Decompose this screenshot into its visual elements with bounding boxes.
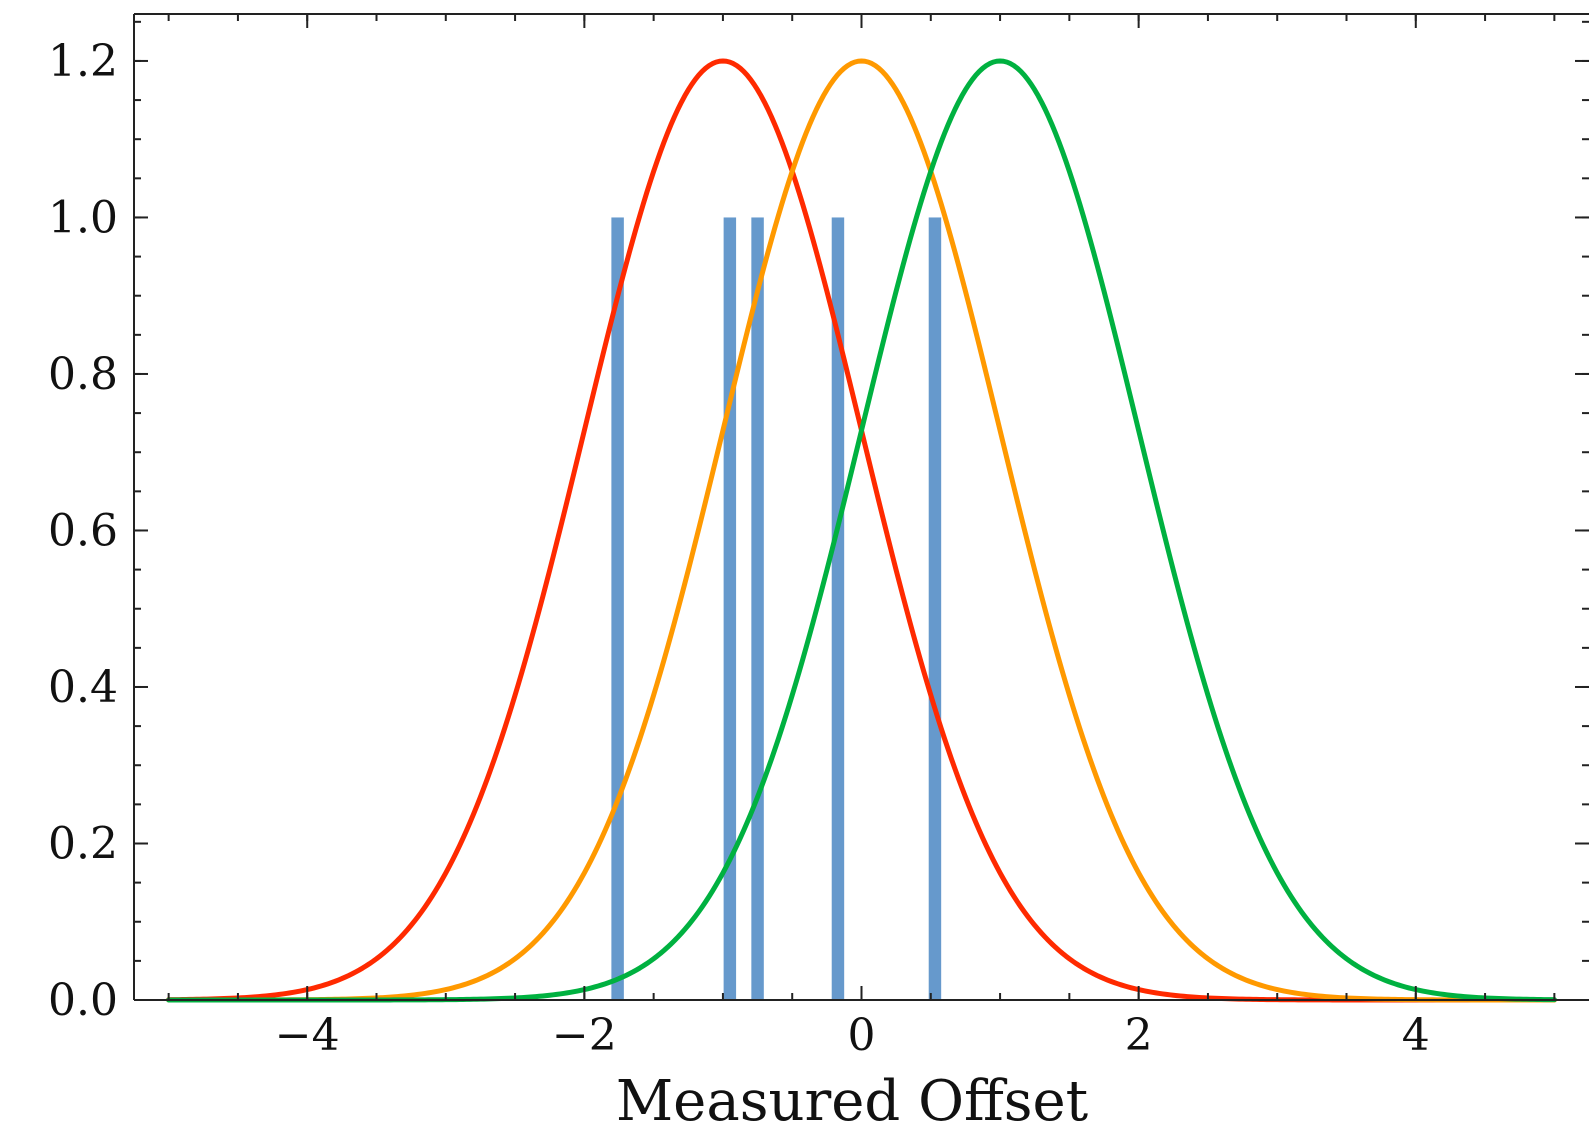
x-tick-label: 2 bbox=[1125, 1010, 1153, 1061]
x-tick-label: 0 bbox=[848, 1010, 876, 1061]
x-tick-label: −4 bbox=[275, 1010, 340, 1061]
y-tick-label: 0.0 bbox=[48, 975, 118, 1026]
series-line bbox=[166, 58, 1557, 1003]
x-axis-label: Measured Offset bbox=[616, 1069, 1089, 1134]
bar bbox=[751, 217, 764, 1000]
y-tick-label: 0.6 bbox=[48, 505, 118, 556]
y-tick-label: 0.4 bbox=[48, 662, 118, 713]
bar bbox=[723, 217, 737, 1000]
y-tick-label: 0.2 bbox=[48, 818, 118, 869]
y-tick-label: 0.8 bbox=[48, 349, 118, 400]
y-tick-label: 1.0 bbox=[48, 192, 118, 243]
x-tick-label: 4 bbox=[1402, 1010, 1430, 1061]
axes-group: −4 −2 0 2 4 0.0 0.2 0.4 0.6 0.8 1.0 1.2 bbox=[48, 13, 1589, 1061]
bar bbox=[831, 217, 845, 1000]
y-tick-label: 1.2 bbox=[48, 36, 118, 87]
x-tick-label: −2 bbox=[552, 1010, 617, 1061]
bar bbox=[928, 217, 942, 1000]
bar bbox=[611, 217, 624, 1000]
